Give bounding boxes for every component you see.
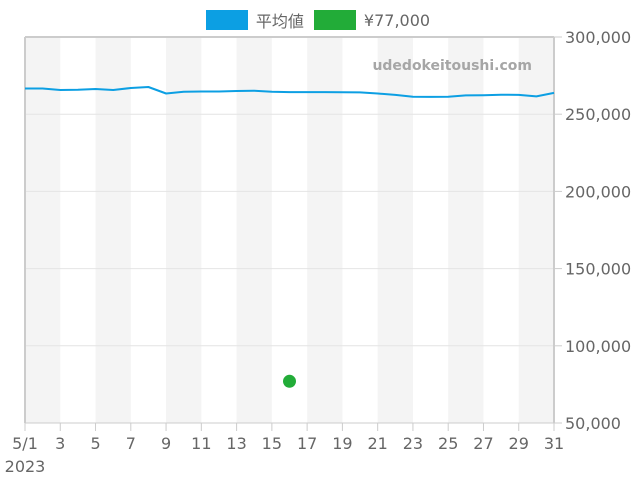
band — [518, 37, 554, 423]
x-tick-label: 23 — [403, 434, 423, 453]
y-tick-label: 100,000 — [565, 337, 631, 356]
legend-swatch-average — [205, 10, 248, 30]
x-axis-ticks: 5/1 3 5 7 9 11 13 15 17 19 21 23 25 27 29 31 2023 — [5, 423, 564, 476]
y-tick-label: 250,000 — [565, 105, 631, 124]
band — [25, 37, 61, 423]
average-price-line — [25, 86, 555, 98]
data-series — [25, 86, 555, 388]
y-axis-ticks: 300,000 250,000 200,000 150,000 100,000 50,00… — [554, 28, 631, 433]
x-tick-year-label: 2023 — [5, 457, 46, 476]
axes — [24, 36, 555, 424]
alternating-bands — [25, 37, 554, 423]
legend-label-average: 平均値 — [255, 12, 304, 31]
y-tick-label: 150,000 — [565, 260, 631, 279]
x-tick-label: 5/1 — [12, 434, 38, 453]
price-point-marker — [283, 374, 296, 388]
band — [95, 37, 131, 423]
x-tick-label: 27 — [473, 434, 493, 453]
watermark: udedokeitoushi.com — [372, 58, 532, 74]
legend-label-price: ¥77,000 — [363, 10, 431, 30]
band — [166, 37, 202, 423]
x-tick-label: 11 — [191, 434, 211, 453]
band — [377, 37, 413, 423]
band — [448, 37, 484, 423]
x-tick-label: 29 — [509, 434, 529, 453]
x-tick-label: 25 — [438, 434, 458, 453]
x-tick-label: 9 — [161, 434, 171, 453]
x-tick-label: 31 — [544, 434, 564, 453]
y-tick-label: 200,000 — [565, 182, 631, 201]
x-tick-label: 3 — [55, 434, 65, 453]
x-tick-label: 13 — [226, 434, 246, 453]
x-tick-label: 19 — [332, 434, 352, 453]
band — [236, 37, 272, 423]
legend-item-price[interactable]: ¥77,000 — [313, 10, 431, 30]
x-tick-label: 7 — [126, 434, 136, 453]
y-tick-label: 300,000 — [565, 28, 631, 47]
x-tick-label: 15 — [262, 434, 282, 453]
y-tick-label: 50,000 — [565, 414, 621, 433]
x-tick-label: 5 — [90, 434, 100, 453]
legend-item-average[interactable]: 平均値 — [205, 8, 304, 32]
chart-legend: 平均値 ¥77,000 — [0, 8, 640, 32]
x-tick-label: 17 — [297, 434, 317, 453]
legend-swatch-price — [313, 10, 356, 30]
band — [307, 37, 343, 423]
x-tick-label: 21 — [367, 434, 387, 453]
